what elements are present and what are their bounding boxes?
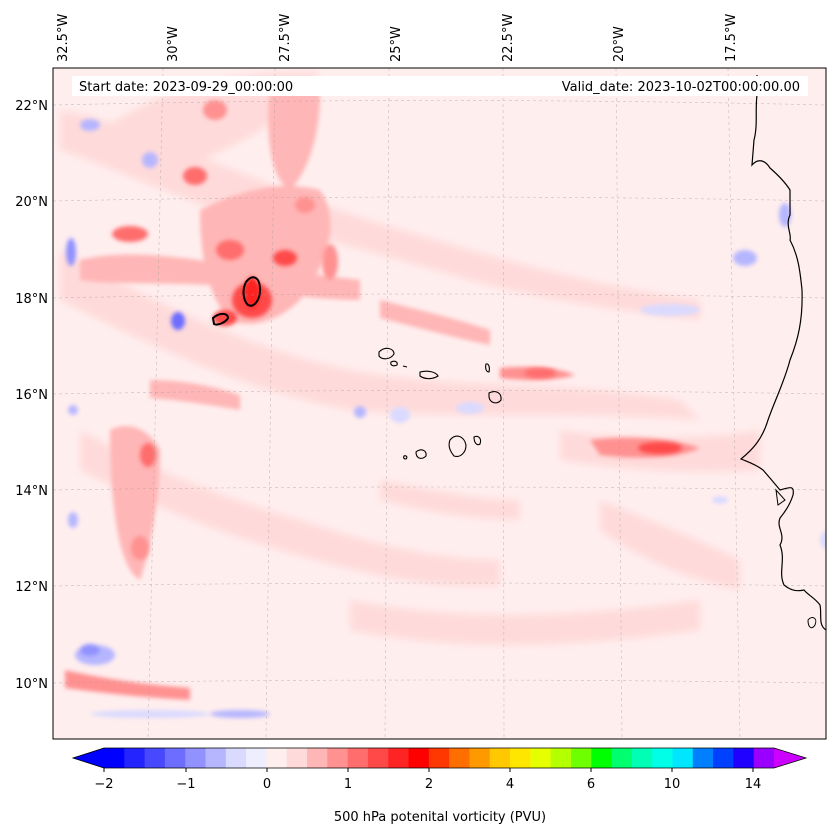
lat-label-10n: 10°N — [15, 677, 48, 692]
colorbar-extend-low — [73, 748, 104, 768]
colorbar-cell — [225, 748, 247, 768]
lon-label-17-5w: 17.5°W — [724, 14, 739, 62]
colorbar-cell — [713, 748, 734, 768]
colorbar-ticks — [103, 768, 754, 772]
cbar-tick-label: 0 — [263, 777, 271, 792]
gridlines — [53, 68, 826, 739]
colorbar-cell — [469, 748, 491, 768]
lon-label-22-5w: 22.5°W — [501, 14, 516, 62]
colorbar-cell — [408, 748, 430, 768]
colorbar-tick-labels: −2 −1 0 1 2 4 6 10 14 — [94, 777, 761, 792]
pv-strong-features — [112, 100, 682, 560]
colorbar-cell — [144, 748, 166, 768]
colorbar-cell — [388, 748, 410, 768]
colorbar-cell — [449, 748, 470, 768]
lon-label-32-5w: 32.5°W — [56, 14, 71, 62]
cbar-tick-label: 6 — [587, 777, 595, 792]
africa-coastline — [739, 75, 826, 631]
colorbar-cells — [104, 748, 775, 768]
pv-negative-features — [66, 119, 826, 718]
cape-verde-islands — [378, 347, 502, 460]
colorbar-cell — [164, 748, 186, 768]
map-panel: Start date: 2023-09-29_00:00:00 Valid_da… — [53, 68, 826, 739]
colorbar-cell — [489, 748, 511, 768]
lat-label-14n: 14°N — [15, 484, 48, 499]
cbar-tick-label: 1 — [344, 777, 352, 792]
map-frame — [52, 67, 827, 740]
cbar-tick-label: −2 — [94, 777, 113, 792]
colorbar-cell — [246, 748, 267, 768]
colorbar-cell — [185, 748, 207, 768]
colorbar-cell — [428, 748, 450, 768]
colorbar-cell — [591, 748, 613, 768]
lat-label-16n: 16°N — [15, 388, 48, 403]
colorbar-cell — [347, 748, 369, 768]
colorbar-cell — [327, 748, 349, 768]
lon-label-20w: 20°W — [612, 26, 627, 62]
colorbar-title: 500 hPa potenital vorticity (PVU) — [334, 810, 546, 825]
lon-label-30w: 30°W — [166, 26, 181, 62]
pv-contours — [211, 276, 262, 326]
coast-inlet — [775, 488, 786, 506]
bijagos-island — [807, 617, 817, 629]
lon-label-25w: 25°W — [389, 26, 404, 62]
lat-label-20n: 20°N — [15, 195, 48, 210]
valid-date-label: Valid_date: 2023-10-02T00:00:00.00 — [562, 80, 800, 95]
colorbar-cell — [205, 748, 227, 768]
cbar-tick-label: 4 — [506, 777, 514, 792]
cbar-tick-label: −1 — [176, 777, 195, 792]
colorbar-cell — [672, 748, 694, 768]
latitude-labels: 22°N 20°N 18°N 16°N 14°N 12°N 10°N — [15, 99, 48, 692]
lat-label-12n: 12°N — [15, 580, 48, 595]
colorbar-cell — [286, 748, 308, 768]
colorbar-cell — [510, 748, 531, 768]
colorbar-cell — [124, 748, 146, 768]
colorbar-cell — [611, 748, 633, 768]
colorbar-extend-high — [774, 748, 806, 768]
lon-label-27-5w: 27.5°W — [278, 14, 293, 62]
colorbar-cell — [307, 748, 328, 768]
cbar-tick-label: 2 — [425, 777, 433, 792]
colorbar-cell — [530, 748, 552, 768]
colorbar-cell — [753, 748, 775, 768]
colorbar-cell — [367, 748, 389, 768]
lat-label-22n: 22°N — [15, 99, 48, 114]
cbar-tick-label: 14 — [745, 777, 762, 792]
longitude-labels: 32.5°W 30°W 27.5°W 25°W 22.5°W 20°W 17.5… — [56, 14, 739, 62]
lat-label-18n: 18°N — [15, 292, 48, 307]
cbar-tick-label: 10 — [664, 777, 681, 792]
colorbar-cell — [266, 748, 288, 768]
colorbar-cell — [692, 748, 714, 768]
colorbar-cell — [652, 748, 673, 768]
colorbar-cell — [631, 748, 653, 768]
colorbar-cell — [104, 748, 125, 768]
colorbar: −2 −1 0 1 2 4 6 10 14 500 hPa potenital … — [71, 747, 808, 825]
colorbar-cell — [570, 748, 592, 768]
start-date-label: Start date: 2023-09-29_00:00:00 — [79, 80, 293, 95]
header-box — [72, 76, 808, 96]
colorbar-cell — [733, 748, 755, 768]
colorbar-cell — [550, 748, 572, 768]
